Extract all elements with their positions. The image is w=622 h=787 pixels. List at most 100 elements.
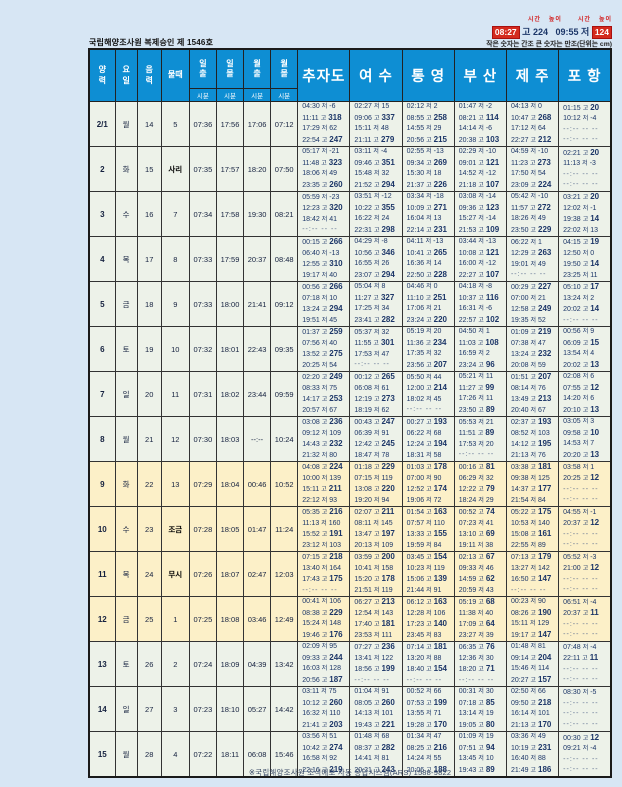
- tide-entry: --:-- -- --: [563, 631, 599, 638]
- sunrise-cell: 07:29: [188, 461, 217, 507]
- sunrise-cell: 07:25: [188, 596, 217, 642]
- tide-entry: 03:11 저 -4: [354, 148, 388, 155]
- tide-cell-yeosu: 06:27 고 213 12:54 저 143 17:40 고 181 23:53 저 111: [349, 596, 403, 642]
- tide-entry: 05:22 고 175: [510, 507, 552, 516]
- tide-entry: 02:20 고 249: [302, 372, 343, 381]
- legend-note: 작은 숫자는 간조 큰 숫자는 만조(단위는 cm): [486, 40, 612, 48]
- tide-entry: --:-- -- --: [563, 316, 599, 324]
- tide-entry: 16:50 고 147: [510, 574, 552, 583]
- tide-entry: 16:03 저 128: [302, 665, 341, 672]
- lunar-cell: 18: [136, 281, 162, 327]
- tide-cell-chujado: 03:11 저 75 10:12 고 260 16:32 저 110 21:41 고 203: [297, 686, 351, 732]
- tide-entry: 00:56 저 9: [563, 328, 595, 335]
- highlighted-high-time: 08:27: [491, 25, 520, 39]
- tide-entry: 13:20 저 88: [406, 654, 442, 662]
- tide-entry: 02:12 저 2: [406, 103, 438, 110]
- tide-entry: 04:30 저 -6: [302, 103, 336, 110]
- tide-entry: 12:02 저 -1: [563, 204, 597, 212]
- sunrise-cell: 07:30: [188, 416, 217, 462]
- tide-entry: 06:51 저 -4: [563, 598, 597, 606]
- tide-entry: 10:42 고 274: [302, 742, 343, 752]
- tide-entry: 21:51 저 119: [354, 586, 393, 594]
- tide-entry: --:-- -- --: [563, 125, 599, 133]
- tide-entry: 04:18 저 -8: [458, 283, 493, 290]
- tide-entry: 04:46 저 0: [406, 283, 438, 290]
- tide-cell-busan: 03:44 저 -13 10:08 고 121 16:00 저 -12 22:27 고 107: [453, 236, 507, 282]
- moonrise-cell: 17:06: [243, 101, 272, 147]
- tide-entry: 07:57 저 110: [406, 519, 445, 527]
- lunar-cell: 14: [136, 101, 162, 147]
- table-row: 12 금 25 1 07:25 18:08 03:46 12:49 00:41 저 106 08:38…: [88, 596, 612, 642]
- tide-entry: 03:36 저 49: [510, 733, 546, 740]
- tide-entry: 02:29 저 -10: [458, 148, 496, 155]
- tide-entry: 13:49 고 213: [510, 394, 552, 403]
- tide-cell-tongyeong: 03:45 고 154 10:23 저 119 15:06 고 139 21:44 저 91: [401, 551, 455, 597]
- moonrise-cell: --:--: [243, 416, 272, 462]
- tide-entry: 01:15 고 20: [563, 102, 600, 112]
- tide-cell-tongyeong: 06:12 고 163 12:28 저 106 17:23 고 140 23:45 저 83: [401, 596, 455, 642]
- tide-entry: 20:20 고 13: [563, 449, 600, 459]
- tide-entry: 20:08 저 59: [510, 361, 546, 369]
- tide-entry: 19:35 저 52: [510, 316, 546, 324]
- multtae-cell: 12: [160, 416, 190, 462]
- tide-cell-yeosu: 02:07 고 211 08:11 저 145 13:47 고 197 20:13 저 109: [349, 506, 403, 552]
- tide-entry: 08:30 저 -5: [563, 689, 597, 696]
- tide-cell-busan: 06:35 고 76 12:36 저 30 18:20 고 71 --:-- -- --: [453, 641, 507, 687]
- tide-entry: 15:52 고 191: [302, 529, 343, 538]
- tide-entry: --:-- -- --: [563, 181, 599, 188]
- tide-entry: 01:54 고 163: [406, 507, 448, 516]
- tide-entry: 18:40 고 154: [406, 664, 448, 673]
- tide-entry: 04:15 고 19: [563, 237, 600, 246]
- moonset-cell: 13:42: [270, 641, 299, 687]
- table-row: 6 토 19 10 07:32 18:01 22:43 09:35 01:37 고 259 07:56…: [88, 326, 612, 372]
- tide-entry: 00:12 고 265: [354, 372, 395, 381]
- tide-entry: 07:00 저 21: [510, 294, 546, 302]
- tide-cell-tongyeong: 01:54 고 163 07:57 저 110 13:33 고 155 19:59 저 84: [401, 506, 455, 552]
- tide-cell-jeju: 05:42 저 -10 11:57 고 272 18:26 저 49 23:50 고 229: [505, 191, 560, 237]
- tide-entry: 19:46 고 176: [302, 629, 343, 639]
- col-header-pohang: 포 항: [558, 48, 612, 102]
- tide-cell-yeosu: 03:59 고 200 10:41 저 158 15:20 고 178 21:51 저 119: [349, 551, 403, 597]
- date-cell: 15: [88, 731, 116, 778]
- tide-cell-busan: 02:13 고 67 09:33 저 46 14:59 고 62 20:59 저 43: [453, 551, 507, 597]
- tide-entry: --:-- -- --: [563, 676, 599, 683]
- tide-entry: 15:30 저 18: [406, 170, 442, 177]
- date-cell: 2: [88, 146, 116, 192]
- legend-time-label: 시간: [577, 17, 591, 23]
- date-cell: 9: [88, 461, 116, 507]
- table-row: 2/1 월 14 5 07:36 17:56 17:06 07:12 04:30 저 -6 11:11…: [88, 101, 612, 147]
- tide-entry: --:-- -- --: [563, 136, 599, 143]
- approval-text: 국립해양조사원 복제승인 제 1546호: [89, 38, 214, 47]
- tide-entry: 11:27 고 99: [458, 382, 495, 392]
- tide-entry: 18:26 저 49: [510, 215, 546, 222]
- tide-entry: 23:41 고 282: [354, 314, 395, 324]
- tide-entry: 02:09 저 95: [302, 643, 338, 650]
- tide-entry: 16:04 저 13: [406, 215, 442, 222]
- tide-entry: 14:52 저 -12: [458, 170, 496, 177]
- moonrise-cell: 18:20: [243, 146, 272, 192]
- tide-entry: 03:59 고 200: [354, 552, 395, 561]
- tide-entry: 03:58 저 1: [563, 463, 595, 471]
- tide-cell-chujado: 03:56 저 51 10:42 고 274 16:58 저 92 22:16 고 219: [297, 731, 351, 778]
- col-header-tide-phase: 물때: [160, 48, 190, 102]
- tide-cell-pohang: 00:30 고 12 09:21 저 -4 --:-- -- -- --:-- -- --: [558, 731, 612, 778]
- sunrise-cell: 07:36: [188, 101, 217, 147]
- tide-entry: 20:59 저 43: [458, 586, 494, 594]
- tide-cell-pohang: 02:08 저 6 07:55 고 12 14:20 저 6 20:10 고 13: [558, 371, 612, 417]
- date-cell: 3: [88, 191, 116, 237]
- tide-entry: 05:52 저 -3: [563, 553, 597, 561]
- tide-entry: 10:23 저 119: [406, 564, 445, 572]
- multtae-cell: 조금: [160, 506, 190, 552]
- tide-entry: 07:23 저 41: [458, 519, 494, 527]
- tide-cell-jeju: 01:51 고 207 08:14 저 76 13:49 고 213 20:40 저 67: [505, 371, 560, 417]
- tide-entry: 16:36 저 14: [406, 260, 442, 267]
- tide-entry: 04:13 저 0: [510, 103, 542, 110]
- tide-entry: 16:22 저 24: [354, 215, 390, 222]
- tide-entry: 20:37 고 12: [563, 518, 600, 527]
- tide-entry: 03:11 저 75: [302, 688, 337, 695]
- multtae-cell: 10: [160, 326, 190, 372]
- tide-cell-jeju: 04:13 저 0 10:47 고 268 17:12 저 64 22:27 고 212: [505, 101, 560, 147]
- tide-entry: 12:50 저 0: [563, 249, 595, 257]
- tide-entry: 14:13 저 101: [354, 710, 394, 717]
- tide-entry: 21:53 고 109: [458, 224, 500, 234]
